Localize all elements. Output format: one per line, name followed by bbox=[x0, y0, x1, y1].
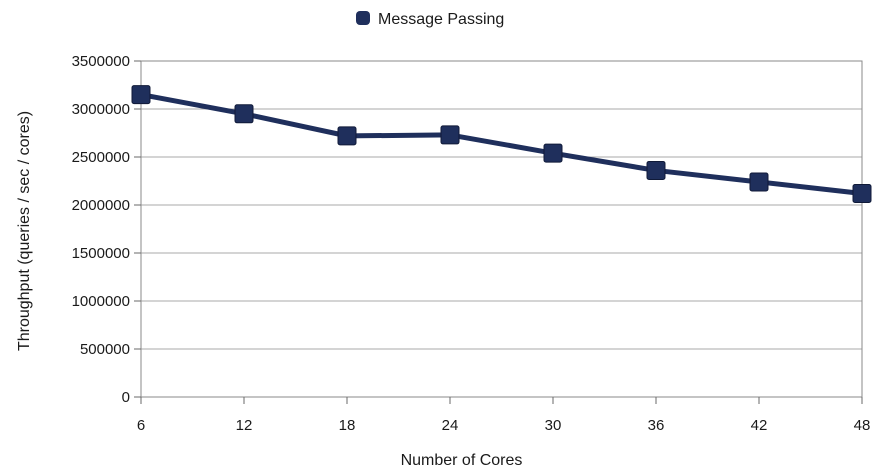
y-tick-label: 3500000 bbox=[72, 53, 130, 70]
y-tick-label: 1500000 bbox=[72, 245, 130, 262]
data-point bbox=[544, 144, 562, 162]
x-tick-label: 6 bbox=[137, 417, 145, 434]
series-layer bbox=[132, 86, 871, 203]
y-axis-title: Throughput (queries / sec / cores) bbox=[16, 111, 33, 351]
y-tick-label: 2000000 bbox=[72, 197, 130, 214]
data-point bbox=[647, 161, 665, 179]
data-point bbox=[338, 127, 356, 145]
x-tick-label: 42 bbox=[751, 417, 768, 434]
legend-marker bbox=[356, 11, 370, 25]
y-tick-label: 500000 bbox=[80, 341, 130, 358]
y-tick-label: 2500000 bbox=[72, 149, 130, 166]
x-tick-label: 48 bbox=[854, 417, 871, 434]
y-tick-label: 3000000 bbox=[72, 101, 130, 118]
data-point bbox=[750, 173, 768, 191]
x-axis-title: Number of Cores bbox=[401, 452, 523, 469]
data-point bbox=[132, 86, 150, 104]
legend: Message Passing bbox=[356, 11, 504, 28]
y-tick-label: 0 bbox=[122, 389, 130, 406]
legend-label: Message Passing bbox=[378, 11, 504, 28]
data-point bbox=[235, 105, 253, 123]
x-axis-ticks: 6 12 18 24 30 36 42 48 bbox=[137, 397, 871, 434]
x-tick-label: 36 bbox=[648, 417, 665, 434]
y-axis-ticks: 0 500000 1000000 1500000 2000000 2500000 30000… bbox=[72, 53, 141, 406]
x-tick-label: 30 bbox=[545, 417, 562, 434]
x-tick-label: 18 bbox=[339, 417, 356, 434]
x-tick-label: 12 bbox=[236, 417, 253, 434]
data-point bbox=[853, 184, 871, 202]
y-tick-label: 1000000 bbox=[72, 293, 130, 310]
x-tick-label: 24 bbox=[442, 417, 459, 434]
data-point bbox=[441, 126, 459, 144]
